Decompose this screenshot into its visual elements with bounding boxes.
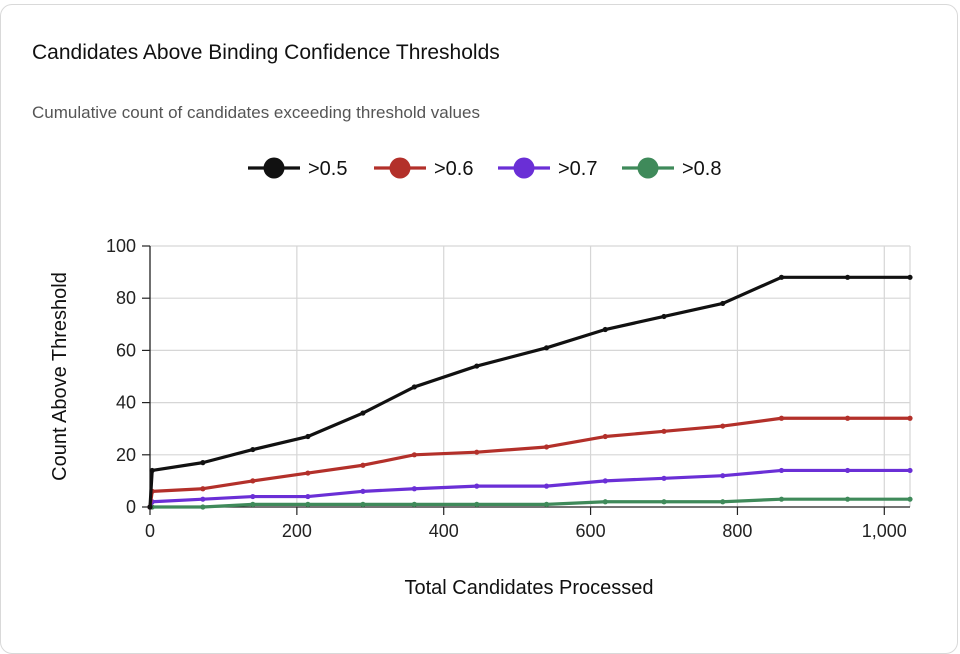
series-05-point xyxy=(305,433,311,440)
series-06-line xyxy=(148,416,912,509)
legend-label: >0.7 xyxy=(558,158,597,180)
series-06-point xyxy=(250,478,256,484)
series-07-point xyxy=(411,486,417,492)
y-tick-label: 20 xyxy=(116,445,136,465)
legend-dot-swatch xyxy=(389,157,411,179)
x-axis-label: Total Candidates Processed xyxy=(404,577,653,599)
chart-title: Candidates Above Binding Confidence Thre… xyxy=(32,41,500,64)
legend-item-07[interactable]: >0.7 xyxy=(498,157,597,181)
series-08-point xyxy=(778,496,785,502)
series-06-point xyxy=(305,470,311,476)
series-07-point xyxy=(543,483,550,489)
series-07-point xyxy=(200,496,206,502)
series-05-point xyxy=(250,446,256,453)
series-08-point xyxy=(305,501,311,507)
series-07-point xyxy=(661,475,667,481)
series-05-point xyxy=(907,274,913,280)
legend-dot-swatch xyxy=(637,157,659,179)
series-07-point xyxy=(360,488,366,494)
series-08-point xyxy=(720,499,726,505)
legend-label: >0.6 xyxy=(434,158,473,180)
x-tick-label: 0 xyxy=(145,521,155,541)
x-tick-label: 1,000 xyxy=(862,521,907,541)
series-08-point xyxy=(411,501,417,507)
series-07-point xyxy=(907,467,913,474)
series-06-point xyxy=(844,415,851,421)
series-07-point xyxy=(720,473,726,479)
series-05-point xyxy=(200,460,206,466)
x-tick-label: 600 xyxy=(576,521,606,541)
series-06-point xyxy=(720,423,726,429)
axes xyxy=(142,245,910,515)
y-tick-label: 100 xyxy=(106,236,136,256)
series-07-line xyxy=(148,468,912,509)
legend-label: >0.8 xyxy=(682,158,721,180)
y-tick-label: 80 xyxy=(116,288,136,308)
x-tick-label: 200 xyxy=(282,521,312,541)
series-06-point xyxy=(778,415,785,421)
legend-item-08[interactable]: >0.8 xyxy=(622,157,721,181)
series-05-point xyxy=(661,313,667,320)
series-05 xyxy=(147,274,913,510)
y-axis-label: Count Above Threshold xyxy=(49,272,71,481)
series-05-point xyxy=(844,274,851,280)
series-06-point xyxy=(411,452,417,458)
x-tick-label: 400 xyxy=(429,521,459,541)
series-08-point xyxy=(543,501,550,507)
series-05-point xyxy=(474,363,480,369)
x-tick-label: 800 xyxy=(722,521,752,541)
legend-dot-swatch xyxy=(263,157,285,179)
legend-item-06[interactable]: >0.6 xyxy=(374,157,473,181)
series-06-point xyxy=(602,433,608,440)
series-05-point xyxy=(720,300,726,307)
chart-subtitle: Cumulative count of candidates exceeding… xyxy=(32,103,480,122)
series-08 xyxy=(147,496,913,510)
series-07-point xyxy=(305,493,311,500)
legend: >0.5 >0.6 >0.7 >0.8 xyxy=(248,157,721,181)
series-05-point xyxy=(411,384,417,390)
series-06-point xyxy=(474,449,480,455)
series-08-point xyxy=(250,501,256,507)
series-07-point xyxy=(844,467,851,474)
legend-item-05[interactable]: >0.5 xyxy=(248,157,347,181)
series-05-line xyxy=(148,275,912,509)
y-tick-label: 0 xyxy=(126,497,136,517)
series-07-point xyxy=(474,483,480,489)
series-08-point xyxy=(844,496,851,502)
series-05-point xyxy=(149,467,155,474)
legend-dot-swatch xyxy=(513,157,535,179)
grid-lines xyxy=(150,245,911,507)
series-05-point xyxy=(778,274,785,280)
series-08-point xyxy=(360,501,366,507)
series-lines xyxy=(147,274,913,510)
series-05-point xyxy=(602,326,608,333)
y-tick-label: 60 xyxy=(116,340,136,360)
series-08-point xyxy=(200,504,206,510)
series-06-point xyxy=(360,462,366,468)
y-tick-label: 40 xyxy=(116,393,136,413)
series-08-point xyxy=(661,499,667,505)
series-07-point xyxy=(602,478,608,484)
series-08-point xyxy=(907,496,913,502)
series-07-point xyxy=(778,467,785,474)
legend-label: >0.5 xyxy=(308,158,347,180)
series-06-point xyxy=(661,428,667,434)
tick-labels: 0 20 40 60 80 100 0 200 400 600 800 1,000 xyxy=(106,236,907,541)
series-06-point xyxy=(543,444,550,450)
series-06-point xyxy=(200,486,206,492)
series-05-point xyxy=(147,504,153,510)
series-06-point xyxy=(907,415,913,421)
series-08-point xyxy=(474,501,480,507)
series-08-point xyxy=(602,499,608,505)
series-07-point xyxy=(250,493,256,500)
chart-card: Candidates Above Binding Confidence Thre… xyxy=(0,4,958,654)
series-05-point xyxy=(360,410,366,416)
series-05-point xyxy=(543,345,550,351)
series-08-line xyxy=(148,497,912,509)
